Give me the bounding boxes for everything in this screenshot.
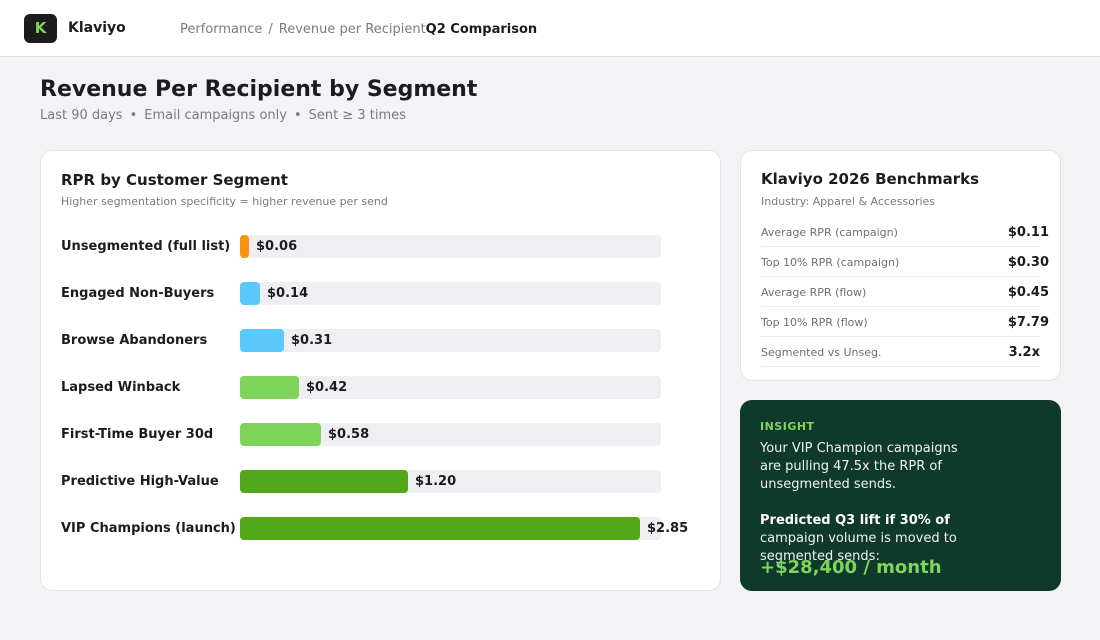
bar-value-label: $1.20 <box>415 474 457 489</box>
bar-track <box>240 470 661 493</box>
bar[interactable] <box>240 376 299 399</box>
bar-value-label: $2.85 <box>647 521 689 536</box>
bar[interactable] <box>240 235 249 258</box>
bar-track <box>240 235 661 258</box>
insight-card: INSIGHT Your VIP Champion campaigns are … <box>740 400 1061 591</box>
benchmark-row: Segmented vs Unseg. 3.2x <box>761 337 1041 367</box>
breadcrumb-separator: / <box>268 22 273 37</box>
bar-row: Predictive High-Value $1.20 <box>41 470 721 494</box>
benchmark-value: 3.2x <box>1008 345 1040 360</box>
benchmarks-card: Klaviyo 2026 Benchmarks Industry: Appare… <box>740 150 1061 381</box>
breadcrumb-current: Q2 Comparison <box>425 22 538 37</box>
bar-label: VIP Champions (launch) <box>61 521 236 536</box>
benchmark-label: Top 10% RPR (flow) <box>761 316 868 329</box>
chart-title: RPR by Customer Segment <box>61 171 288 189</box>
bar-row: Unsegmented (full list) $0.06 <box>41 235 721 259</box>
benchmark-label: Top 10% RPR (campaign) <box>761 256 900 269</box>
insight-lift: Predicted Q3 lift if 30% of campaign vol… <box>760 512 975 566</box>
bar-label: Unsegmented (full list) <box>61 239 231 254</box>
bar-value-label: $0.14 <box>267 286 309 301</box>
bar-row: First-Time Buyer 30d $0.58 <box>41 423 721 447</box>
page-title: Revenue Per Recipient by Segment <box>40 77 478 102</box>
bar-track <box>240 517 661 540</box>
insight-tag: INSIGHT <box>760 420 815 433</box>
bar-value-label: $0.58 <box>328 427 370 442</box>
bar-row: VIP Champions (launch) $2.85 <box>41 517 721 541</box>
bar-label: First-Time Buyer 30d <box>61 427 214 442</box>
bar[interactable] <box>240 329 284 352</box>
bar-row: Browse Abandoners $0.31 <box>41 329 721 353</box>
benchmark-value: $7.79 <box>1007 315 1049 330</box>
bar-label: Engaged Non-Buyers <box>61 286 215 301</box>
breadcrumb: Performance / Revenue per RecipientQ2 Comp… <box>180 22 537 37</box>
breadcrumb-revenue-per-recipient[interactable]: Revenue per Recipient <box>278 22 426 37</box>
bar-row: Lapsed Winback $0.42 <box>41 376 721 400</box>
filter-dot: • <box>293 108 302 123</box>
bar-value-label: $0.06 <box>256 239 298 254</box>
bar-track <box>240 423 661 446</box>
benchmark-label: Average RPR (flow) <box>761 286 867 299</box>
benchmark-value: $0.30 <box>1007 255 1049 270</box>
bar[interactable] <box>240 282 260 305</box>
benchmark-row: Top 10% RPR (flow) $7.79 <box>761 307 1049 337</box>
klaviyo-logo[interactable]: K <box>24 14 57 43</box>
insight-lift-value: +$28,400 / month <box>760 557 942 578</box>
benchmark-row: Average RPR (campaign) $0.11 <box>761 217 1049 247</box>
insight-text: Your VIP Champion campaigns are pulling … <box>760 441 958 492</box>
bar-track <box>240 282 661 305</box>
benchmark-row: Top 10% RPR (campaign) $0.30 <box>761 247 1049 277</box>
page-filters: Last 90 days • Email campaigns only • Sent ≥… <box>40 108 406 123</box>
bar-value-label: $0.31 <box>291 333 333 348</box>
chart-subtitle: Higher segmentation specificity = higher… <box>61 195 388 208</box>
top-bar: K Klaviyo Performance / Revenue per Recipi… <box>0 0 1100 57</box>
filter-send-count: Sent ≥ 3 times <box>308 108 406 123</box>
filter-dot: • <box>129 108 138 123</box>
insight-lift-text: campaign volume is moved to segmented se… <box>760 531 957 564</box>
bar-label: Browse Abandoners <box>61 333 208 348</box>
benchmarks-subtitle: Industry: Apparel & Accessories <box>761 195 936 208</box>
breadcrumb-performance[interactable]: Performance <box>180 22 263 37</box>
bar-value-label: $0.42 <box>306 380 348 395</box>
filter-channel: Email campaigns only <box>144 108 287 123</box>
app-name: Klaviyo <box>68 20 126 36</box>
benchmark-label: Average RPR (campaign) <box>761 226 898 239</box>
bar-track <box>240 376 661 399</box>
benchmark-row: Average RPR (flow) $0.45 <box>761 277 1049 307</box>
benchmark-value: $0.11 <box>1007 225 1049 240</box>
bar[interactable] <box>240 517 640 540</box>
bar[interactable] <box>240 423 321 446</box>
rpr-chart-card: RPR by Customer Segment Higher segmentat… <box>40 150 721 591</box>
filter-date-range: Last 90 days <box>40 108 123 123</box>
bar-label: Lapsed Winback <box>61 380 181 395</box>
bar[interactable] <box>240 470 408 493</box>
benchmark-value: $0.45 <box>1007 285 1049 300</box>
bar-label: Predictive High-Value <box>61 474 219 489</box>
benchmark-label: Segmented vs Unseg. <box>761 346 882 359</box>
insight-lift-heading: Predicted Q3 lift if 30% of <box>760 513 950 528</box>
bar-row: Engaged Non-Buyers $0.14 <box>41 282 721 306</box>
benchmarks-title: Klaviyo 2026 Benchmarks <box>761 170 979 188</box>
bar-track <box>240 329 661 352</box>
